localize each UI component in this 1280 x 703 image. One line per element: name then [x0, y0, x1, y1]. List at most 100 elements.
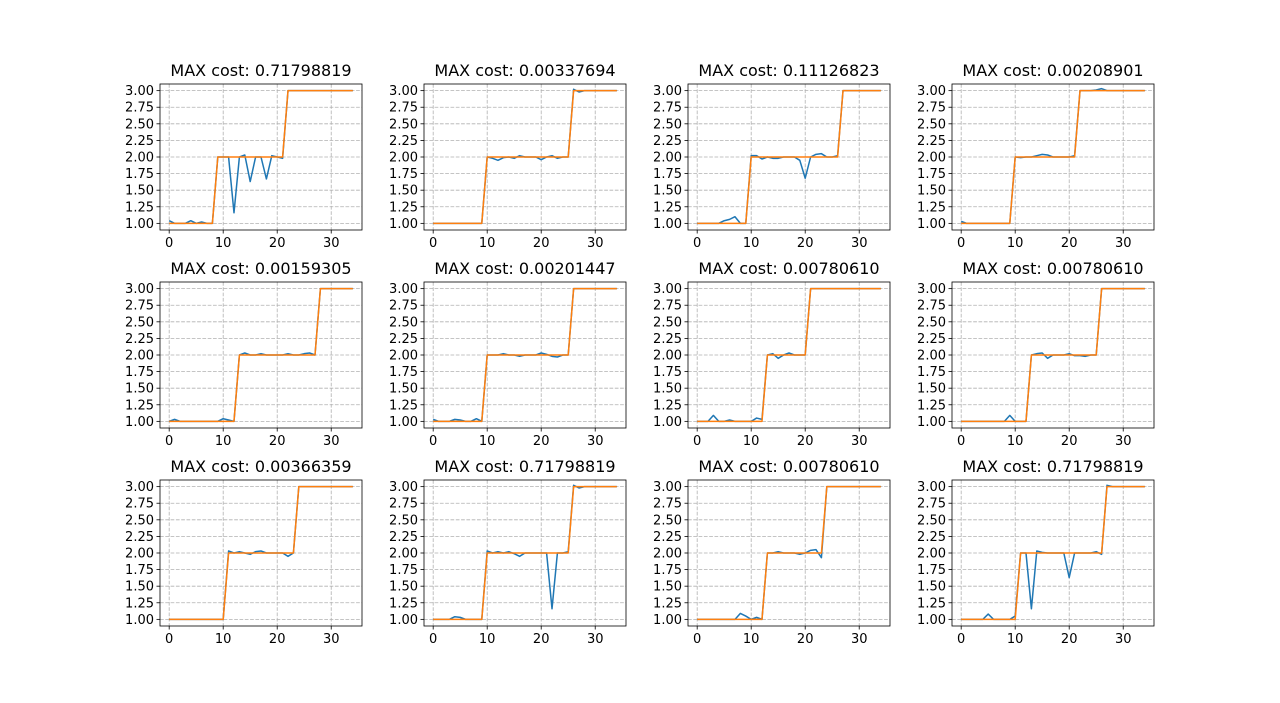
y-tick-label: 2.00: [917, 547, 946, 562]
y-tick-label: 3.00: [653, 282, 682, 297]
y-tick-label: 2.50: [653, 117, 682, 132]
x-tick-label: 30: [1115, 434, 1132, 449]
y-tick-label: 1.75: [389, 167, 418, 182]
x-tick-label: 10: [215, 236, 232, 251]
x-tick-label: 10: [743, 632, 760, 647]
y-tick-label: 1.00: [917, 415, 946, 430]
y-tick-label: 1.50: [125, 580, 154, 595]
y-tick-label: 2.50: [125, 513, 154, 528]
y-tick-label: 1.25: [917, 398, 946, 413]
y-tick-label: 1.50: [917, 382, 946, 397]
y-tick-label: 2.75: [125, 299, 154, 314]
x-tick-label: 20: [269, 434, 286, 449]
y-tick-label: 2.25: [917, 332, 946, 347]
y-tick-label: 3.00: [389, 480, 418, 495]
subplot-6: MAX cost: 0.00201447 0 10 20 30 1.00 1.251.50 1…: [389, 259, 627, 449]
subplot-title: MAX cost: 0.00201447: [434, 259, 615, 278]
x-tick-label: 20: [1061, 236, 1078, 251]
x-tick-label: 30: [323, 434, 340, 449]
x-tick-label: 30: [851, 632, 868, 647]
y-tick-label: 2.75: [389, 101, 418, 116]
y-tick-label: 2.25: [389, 530, 418, 545]
y-tick-label: 1.25: [917, 596, 946, 611]
y-tick-label: 2.25: [653, 530, 682, 545]
y-tick-label: 2.75: [917, 101, 946, 116]
x-tick-label: 0: [693, 632, 701, 647]
series-line-2: [961, 287, 1145, 423]
subplot-title: MAX cost: 0.71798819: [170, 61, 351, 80]
y-tick-label: 2.25: [125, 332, 154, 347]
x-tick-label: 0: [429, 434, 437, 449]
y-tick-label: 1.75: [389, 563, 418, 578]
y-tick-label: 1.25: [125, 398, 154, 413]
x-tick-label: 20: [533, 236, 550, 251]
series-line-2: [433, 287, 617, 423]
y-tick-label: 1.75: [917, 365, 946, 380]
y-tick-label: 1.25: [653, 398, 682, 413]
y-tick-label: 2.00: [917, 349, 946, 364]
x-tick-label: 0: [957, 236, 965, 251]
series-line-2: [433, 89, 617, 225]
x-tick-label: 0: [165, 236, 173, 251]
y-tick-label: 2.75: [653, 101, 682, 116]
subplot-3: MAX cost: 0.11126823 0 10 20 30 1.00 1.251.50 1…: [653, 61, 891, 251]
series-line-2: [433, 485, 617, 621]
y-tick-label: 1.75: [125, 563, 154, 578]
y-tick-label: 2.50: [653, 513, 682, 528]
y-tick-label: 2.75: [125, 101, 154, 116]
subplot-7: MAX cost: 0.00780610 0 10 20 30 1.00 1.251.50 1…: [653, 259, 891, 449]
y-tick-label: 2.75: [125, 497, 154, 512]
y-tick-label: 2.25: [917, 530, 946, 545]
y-tick-label: 2.00: [653, 547, 682, 562]
y-tick-label: 1.75: [653, 563, 682, 578]
x-tick-label: 20: [533, 632, 550, 647]
x-tick-label: 0: [957, 632, 965, 647]
y-tick-label: 1.50: [653, 580, 682, 595]
y-tick-label: 1.75: [125, 167, 154, 182]
y-tick-label: 2.00: [389, 151, 418, 166]
y-tick-label: 2.25: [389, 332, 418, 347]
y-tick-label: 3.00: [125, 282, 154, 297]
x-tick-label: 20: [1061, 632, 1078, 647]
y-tick-label: 1.00: [389, 217, 418, 232]
subplot-12: MAX cost: 0.71798819 0 10 20 30 1.00 1.251.50 1…: [917, 457, 1155, 647]
subplot-title: MAX cost: 0.00366359: [170, 457, 351, 476]
series-line-1: [960, 87, 1145, 225]
x-tick-label: 10: [479, 236, 496, 251]
y-tick-label: 2.75: [653, 299, 682, 314]
y-tick-label: 2.75: [389, 497, 418, 512]
x-tick-label: 20: [1061, 434, 1078, 449]
y-tick-label: 1.00: [125, 613, 154, 628]
subplot-title: MAX cost: 0.00337694: [434, 61, 615, 80]
series-line-2: [169, 89, 353, 225]
series-line-2: [961, 89, 1145, 225]
y-tick-label: 1.75: [653, 365, 682, 380]
y-tick-label: 1.50: [125, 184, 154, 199]
y-tick-label: 3.00: [389, 282, 418, 297]
y-tick-label: 1.75: [653, 167, 682, 182]
y-tick-label: 1.25: [653, 200, 682, 215]
subplot-10: MAX cost: 0.71798819 0 10 20 30 1.00 1.251.50 1…: [389, 457, 627, 647]
x-tick-label: 0: [693, 434, 701, 449]
y-tick-label: 2.50: [917, 117, 946, 132]
series-line-2: [697, 89, 881, 225]
y-tick-label: 1.50: [125, 382, 154, 397]
y-tick-label: 1.25: [389, 200, 418, 215]
y-tick-label: 1.00: [917, 217, 946, 232]
y-tick-label: 1.75: [389, 365, 418, 380]
x-tick-label: 20: [797, 236, 814, 251]
series-line-2: [697, 485, 881, 621]
y-tick-label: 1.75: [917, 563, 946, 578]
x-tick-label: 30: [851, 236, 868, 251]
y-tick-label: 3.00: [917, 84, 946, 99]
subplot-title: MAX cost: 0.00780610: [962, 259, 1143, 278]
x-tick-label: 20: [269, 632, 286, 647]
y-tick-label: 1.50: [389, 184, 418, 199]
y-tick-label: 1.25: [389, 596, 418, 611]
y-tick-label: 2.75: [653, 497, 682, 512]
x-tick-label: 30: [1115, 236, 1132, 251]
x-tick-label: 20: [797, 632, 814, 647]
subplot-title: MAX cost: 0.00780610: [698, 259, 879, 278]
y-tick-label: 2.00: [389, 349, 418, 364]
y-tick-label: 2.50: [125, 315, 154, 330]
